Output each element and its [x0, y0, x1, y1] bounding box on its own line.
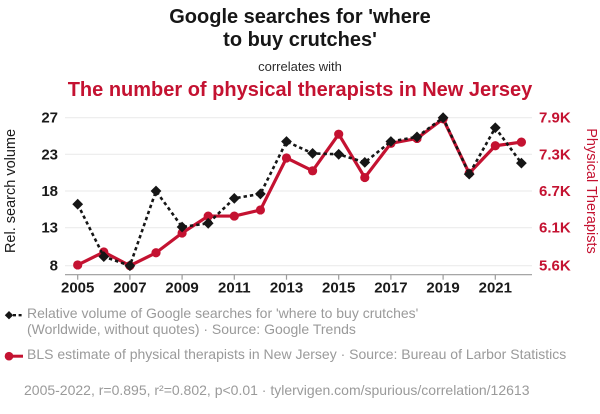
therapists-series-marker [203, 211, 213, 221]
y-tick-label-right: 7.9K [539, 110, 571, 127]
x-tick-label: 2017 [374, 280, 407, 297]
searches-series-marker [72, 198, 84, 210]
x-tick-label: 2007 [113, 280, 146, 297]
therapists-series-marker [334, 129, 344, 139]
legend-item-label: BLS estimate of physical therapists in N… [27, 346, 567, 362]
right-axis-title: Physical Therapists [583, 128, 599, 253]
searches-series-marker [463, 168, 475, 180]
y-tick-label-right: 6.1K [539, 220, 571, 237]
searches-series-marker [385, 136, 397, 147]
searches-series-marker [228, 192, 240, 204]
searches-series-marker [255, 188, 266, 200]
therapists-series-marker [151, 248, 161, 258]
therapists-series-line [76, 117, 522, 268]
searches-series-marker [124, 260, 136, 272]
y-tick-label-left: 27 [41, 110, 58, 127]
black-diamond-dashed-line-icon [4, 311, 24, 320]
footer-stats: 2005-2022, r=0.895, r²=0.802, p<0.01 · t… [24, 382, 530, 398]
red-circle-solid-line-icon [4, 351, 23, 361]
y-tick-label-right: 7.3K [539, 146, 571, 163]
legend-item-physical-therapists: BLS estimate of physical therapists in N… [3, 346, 567, 363]
y-tick-label-right: 6.7K [539, 183, 571, 200]
legend-item-label: Relative volume of Google searches for '… [27, 305, 419, 337]
y-tick-label-left: 18 [41, 183, 58, 200]
therapists-series-marker [255, 205, 265, 215]
y-tick-label-left: 23 [41, 146, 58, 163]
therapists-series-marker [177, 228, 187, 238]
searches-series-marker [150, 185, 162, 197]
x-tick-label: 2009 [165, 280, 198, 297]
therapists-series-marker [229, 211, 239, 221]
page-title-line1: Google searches for 'where [169, 6, 431, 28]
x-tick-label: 2015 [322, 280, 355, 297]
searches-series-marker [281, 136, 292, 147]
y-tick-label-right: 5.6K [539, 258, 571, 275]
therapists-series-marker [360, 172, 370, 183]
searches-series-marker [359, 156, 371, 168]
searches-series-marker [98, 251, 110, 262]
y-tick-label-left: 8 [50, 258, 58, 275]
searches-series-marker [437, 112, 449, 124]
therapists-series-marker [281, 153, 292, 163]
therapists-series-marker [308, 166, 318, 176]
correlates-with-text: correlates with [258, 59, 342, 74]
searches-series-marker [176, 221, 188, 233]
x-tick-label: 2019 [426, 280, 459, 297]
x-tick-label: 2013 [270, 280, 303, 297]
therapists-series-marker [490, 141, 500, 151]
left-axis-title: Rel. search volume [3, 129, 19, 253]
x-tick-label: 2021 [479, 280, 512, 297]
y-tick-label-left: 13 [41, 220, 58, 237]
x-tick-label: 2011 [218, 280, 251, 297]
searches-series-marker [333, 148, 345, 160]
searches-series-marker [411, 131, 423, 143]
therapists-series-marker [73, 260, 83, 270]
searches-series-marker [202, 217, 214, 229]
searches-series-marker [307, 147, 318, 159]
page-title-line2: to buy crutches' [223, 29, 377, 51]
searches-series-line [76, 116, 523, 268]
searches-series-marker [489, 122, 501, 134]
page-subtitle: The number of physical therapists in New… [67, 79, 533, 101]
page-title: Google searches for 'where to buy crutch… [0, 6, 600, 52]
legend-item-google-searches: Relative volume of Google searches for '… [3, 305, 479, 337]
therapists-series-marker [516, 137, 527, 147]
x-tick-label: 2005 [61, 280, 94, 297]
searches-series-marker [516, 157, 527, 169]
